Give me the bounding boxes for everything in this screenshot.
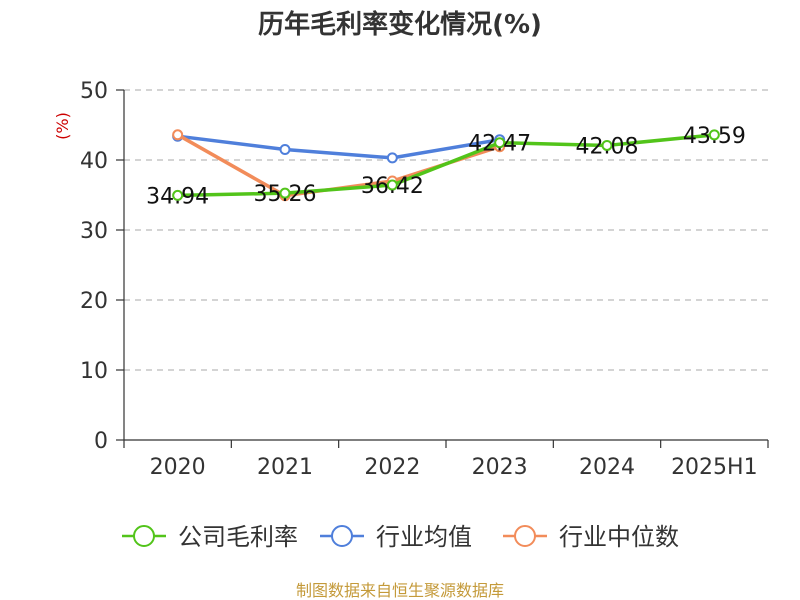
data-point — [279, 187, 291, 199]
data-label: 42.47 — [468, 132, 531, 157]
series-line — [177, 134, 500, 160]
y-tick-label: 50 — [80, 79, 108, 104]
legend-marker — [331, 525, 353, 547]
series-lines — [172, 129, 720, 202]
x-tick-label: 2021 — [257, 455, 313, 480]
data-point — [172, 129, 184, 141]
data-label: 36.42 — [361, 174, 424, 199]
legend: 公司毛利率 行业均值 行业中位数 — [122, 523, 679, 551]
y-tick-label: 30 — [80, 219, 108, 244]
x-tick-label: 2023 — [472, 455, 528, 480]
data-label: 43.59 — [683, 124, 746, 149]
data-point — [279, 144, 291, 155]
legend-label: 公司毛利率 — [178, 523, 298, 551]
axes: 0 10 20 30 40 50 2020 2021 2022 2023 2024 2025H1 — [80, 79, 769, 480]
y-axis-label: (%) — [53, 112, 72, 140]
data-point — [386, 179, 398, 191]
grid-lines — [124, 89, 768, 371]
data-point — [708, 129, 720, 141]
x-tick-label: 2020 — [150, 455, 206, 480]
data-point — [172, 189, 184, 201]
y-tick-label: 10 — [80, 359, 108, 384]
x-tick-label: 2024 — [579, 455, 635, 480]
x-tick-label: 2025H1 — [671, 455, 758, 480]
series-line — [177, 133, 715, 198]
legend-label: 行业均值 — [376, 523, 472, 551]
legend-label: 行业中位数 — [559, 523, 679, 551]
data-label: 34.94 — [146, 184, 209, 209]
x-tick-label: 2022 — [364, 455, 420, 480]
data-point — [386, 152, 398, 164]
legend-marker — [514, 525, 536, 547]
data-point — [601, 139, 613, 151]
legend-marker — [133, 525, 155, 547]
data-label: 42.08 — [576, 134, 639, 159]
y-tick-label: 0 — [94, 429, 108, 454]
data-point — [494, 137, 506, 149]
y-tick-label: 20 — [80, 289, 108, 314]
y-tick-label: 40 — [80, 149, 108, 174]
data-labels: 34.94 35.26 36.42 42.47 42.08 43.59 — [146, 124, 746, 210]
data-label: 35.26 — [254, 182, 317, 207]
chart-title: 历年毛利率变化情况(%) — [258, 9, 542, 40]
source-note: 制图数据来自恒生聚源数据库 — [296, 581, 504, 600]
